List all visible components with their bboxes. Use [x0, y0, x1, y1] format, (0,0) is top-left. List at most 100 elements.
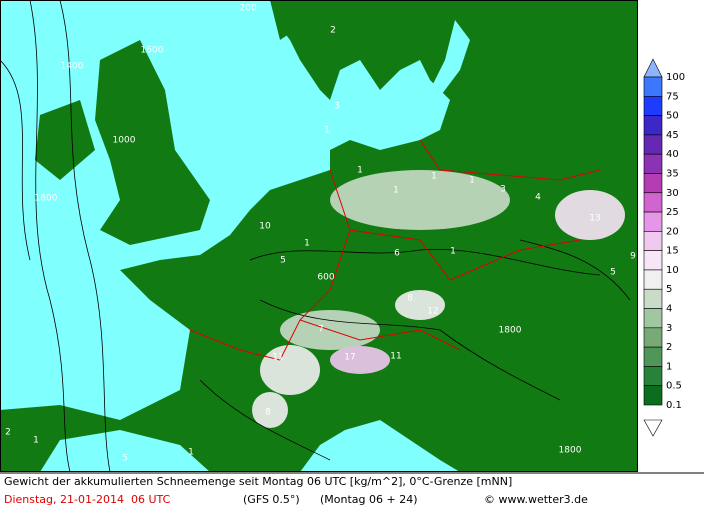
map-label: 1 [33, 436, 39, 446]
map-label: 200 [239, 4, 256, 14]
footer-run: (Montag 06 + 24) [320, 493, 418, 506]
legend-swatch [643, 269, 663, 290]
legend-label: 10 [666, 265, 679, 276]
legend-swatch [643, 211, 663, 232]
legend-label: 0.5 [666, 381, 682, 392]
legend-swatch [643, 250, 663, 271]
norway-coast [270, 0, 300, 40]
snow-patch [395, 290, 445, 320]
mediterranean [300, 420, 460, 472]
legend-label: 1 [666, 361, 672, 372]
legend-swatch [643, 76, 663, 97]
legend-label: 5 [666, 284, 672, 295]
western-med [40, 430, 210, 472]
map-label: 1 [393, 186, 399, 196]
legend-label: 4 [666, 304, 672, 315]
legend-label: 30 [666, 188, 679, 199]
contour-line [0, 59, 31, 261]
map-label: 1 [431, 172, 437, 182]
border-line [349, 229, 581, 281]
legend-swatch [643, 134, 663, 155]
legend-label: 50 [666, 111, 679, 122]
map-label: 2 [5, 428, 11, 438]
snow-patch [555, 190, 625, 240]
legend-label: 40 [666, 149, 679, 160]
legend-label: 0.1 [666, 400, 682, 411]
legend-label: 35 [666, 168, 679, 179]
legend-label: 2 [666, 342, 672, 353]
snow-patch [330, 170, 510, 230]
legend-swatch [643, 288, 663, 309]
legend-label: 25 [666, 207, 679, 218]
border-line [299, 319, 461, 351]
great-britain [95, 40, 210, 245]
snow-patch [330, 346, 390, 374]
legend-swatch [643, 346, 663, 367]
contour-line [199, 379, 331, 461]
legend-swatch [643, 366, 663, 387]
map-label: 1800 [559, 446, 582, 456]
baltic-sea [380, 20, 470, 150]
legend-label: 20 [666, 226, 679, 237]
map-label: 9 [630, 252, 636, 262]
map-label: 5 [122, 454, 128, 464]
footer-date: Dienstag, 21-01-2014 06 UTC [4, 493, 171, 506]
map-label: 2 [330, 26, 336, 36]
legend-swatch [643, 231, 663, 251]
legend-label: 75 [666, 91, 679, 102]
footer-description: Gewicht der akkumulierten Schneemenge se… [4, 475, 512, 488]
map-label: 10 [259, 222, 271, 232]
contour-line [59, 0, 111, 473]
legend-swatch [643, 308, 663, 329]
legend-label: 100 [666, 72, 685, 83]
map-label: 6 [394, 249, 400, 259]
legend: 100 75 50 45 40 35 30 25 20 15 10 5 4 3 2 1 0.5 0.1 [643, 58, 685, 437]
legend-swatch [643, 95, 663, 116]
border-line [189, 329, 281, 361]
map-label: 5 [610, 268, 616, 278]
map-label: 1 [469, 176, 475, 186]
map-label: 4 [535, 193, 541, 203]
map-label: 600 [317, 273, 334, 283]
border-line [279, 169, 351, 361]
map-label: 1 [304, 239, 310, 249]
contour-line [249, 248, 601, 276]
contours [0, 0, 631, 473]
map-frame [0, 0, 638, 472]
legend-swatch [643, 192, 663, 213]
map-label: 12 [427, 307, 438, 317]
legend-swatch [643, 173, 663, 194]
map-label: 1 [357, 166, 363, 176]
legend-swatch [643, 153, 663, 174]
map-label: 7 [318, 325, 324, 335]
map-label: 13 [589, 214, 600, 224]
snow-patch [260, 345, 320, 395]
legend-label: 45 [666, 130, 679, 141]
map-label: 3 [500, 185, 506, 195]
map-label: 8 [265, 408, 271, 418]
map-label: 1000 [113, 136, 136, 146]
legend-label: 3 [666, 323, 672, 334]
borders [189, 139, 601, 361]
map-label: 11 [272, 353, 283, 363]
map-label: 8 [407, 294, 413, 304]
ireland [35, 100, 95, 180]
legend-swatch [643, 385, 663, 406]
map-label: 1800 [35, 194, 58, 204]
contour-line [259, 299, 561, 401]
snow-patch [252, 392, 288, 428]
legend-bottom-triangle [643, 419, 663, 437]
map-label: 5 [280, 256, 286, 266]
contour-line [29, 0, 71, 473]
legend-swatch [643, 115, 663, 136]
map-label: 1400 [61, 62, 84, 72]
map-label: 1600 [141, 46, 164, 56]
legend-label: 15 [666, 246, 679, 257]
contour-line [519, 239, 631, 301]
map-label: 1 [188, 448, 194, 458]
border-line [419, 139, 601, 181]
map-label: 1800 [499, 326, 522, 336]
